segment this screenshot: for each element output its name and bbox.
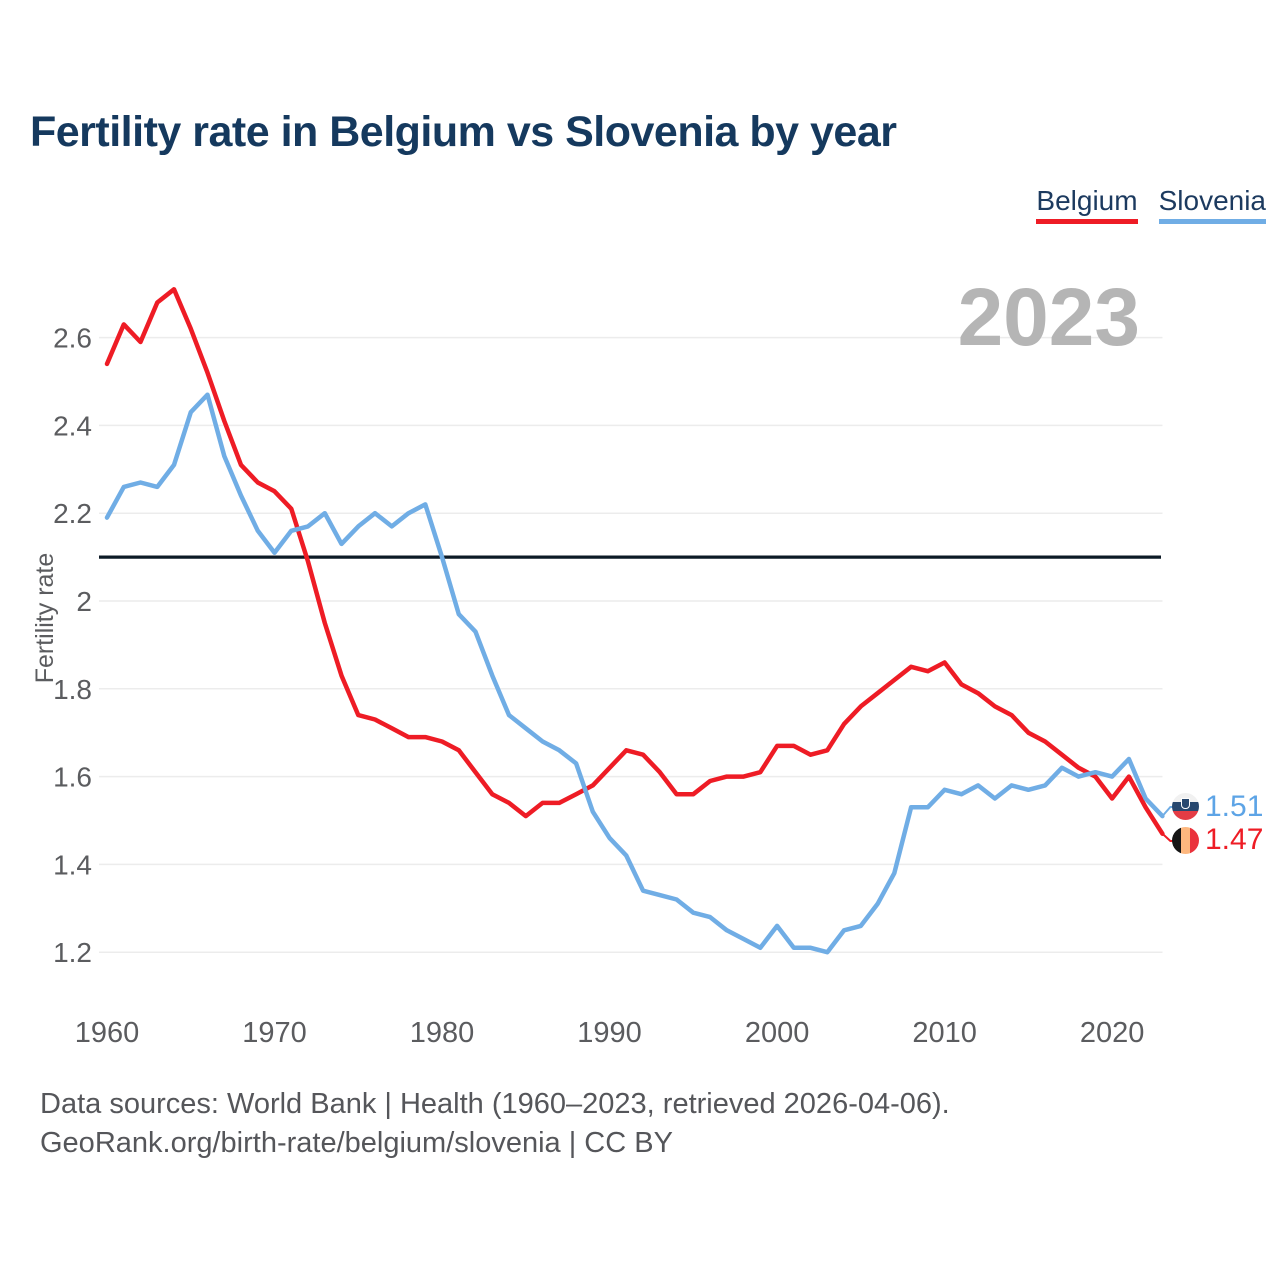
y-tick-label: 2.6 bbox=[53, 323, 92, 354]
x-tick-label: 1970 bbox=[242, 1017, 307, 1049]
belgium-flag-icon bbox=[1172, 827, 1199, 854]
legend: Belgium Slovenia bbox=[1036, 185, 1266, 224]
line-belgium bbox=[104, 287, 1165, 836]
legend-label: Belgium bbox=[1036, 185, 1138, 216]
x-tick-label: 2010 bbox=[912, 1017, 977, 1049]
slovenia-flag-crest bbox=[1181, 798, 1190, 809]
x-tick-label: 1960 bbox=[75, 1017, 140, 1049]
x-tick-label: 2020 bbox=[1080, 1017, 1145, 1049]
legend-color-bar bbox=[1036, 219, 1138, 224]
slovenia-flag-red-stripe bbox=[1172, 810, 1199, 820]
legend-color-bar bbox=[1158, 219, 1266, 224]
data-source-note: Data sources: World Bank | Health (1960–… bbox=[40, 1088, 950, 1120]
legend-label: Slovenia bbox=[1158, 185, 1266, 216]
x-tick-label: 1980 bbox=[410, 1017, 475, 1049]
slovenia-end-value: 1.51 bbox=[1205, 790, 1264, 823]
line-slovenia bbox=[104, 392, 1165, 955]
y-tick-label: 1.8 bbox=[53, 674, 92, 705]
attribution-note: GeoRank.org/birth-rate/belgium/slovenia … bbox=[40, 1127, 673, 1159]
slovenia-flag-white-stripe bbox=[1172, 793, 1199, 803]
y-tick-label: 1.4 bbox=[53, 849, 92, 880]
legend-item-belgium: Belgium bbox=[1036, 185, 1138, 224]
y-axis-title: Fertility rate bbox=[31, 552, 59, 684]
belgium-end-value: 1.47 bbox=[1205, 823, 1264, 856]
y-tick-label: 1.2 bbox=[53, 937, 92, 968]
y-tick-label: 2 bbox=[76, 586, 92, 617]
watermark-year: 2023 bbox=[958, 272, 1140, 363]
y-tick-label: 2.4 bbox=[53, 410, 92, 441]
x-tick-label: 2000 bbox=[745, 1017, 810, 1049]
y-tick-label: 1.6 bbox=[53, 762, 92, 793]
slovenia-flag-icon bbox=[1172, 793, 1199, 820]
page-title: Fertility rate in Belgium vs Slovenia by… bbox=[30, 108, 897, 156]
legend-item-slovenia: Slovenia bbox=[1158, 185, 1266, 224]
x-tick-label: 1990 bbox=[577, 1017, 642, 1049]
y-tick-label: 2.2 bbox=[53, 498, 92, 529]
